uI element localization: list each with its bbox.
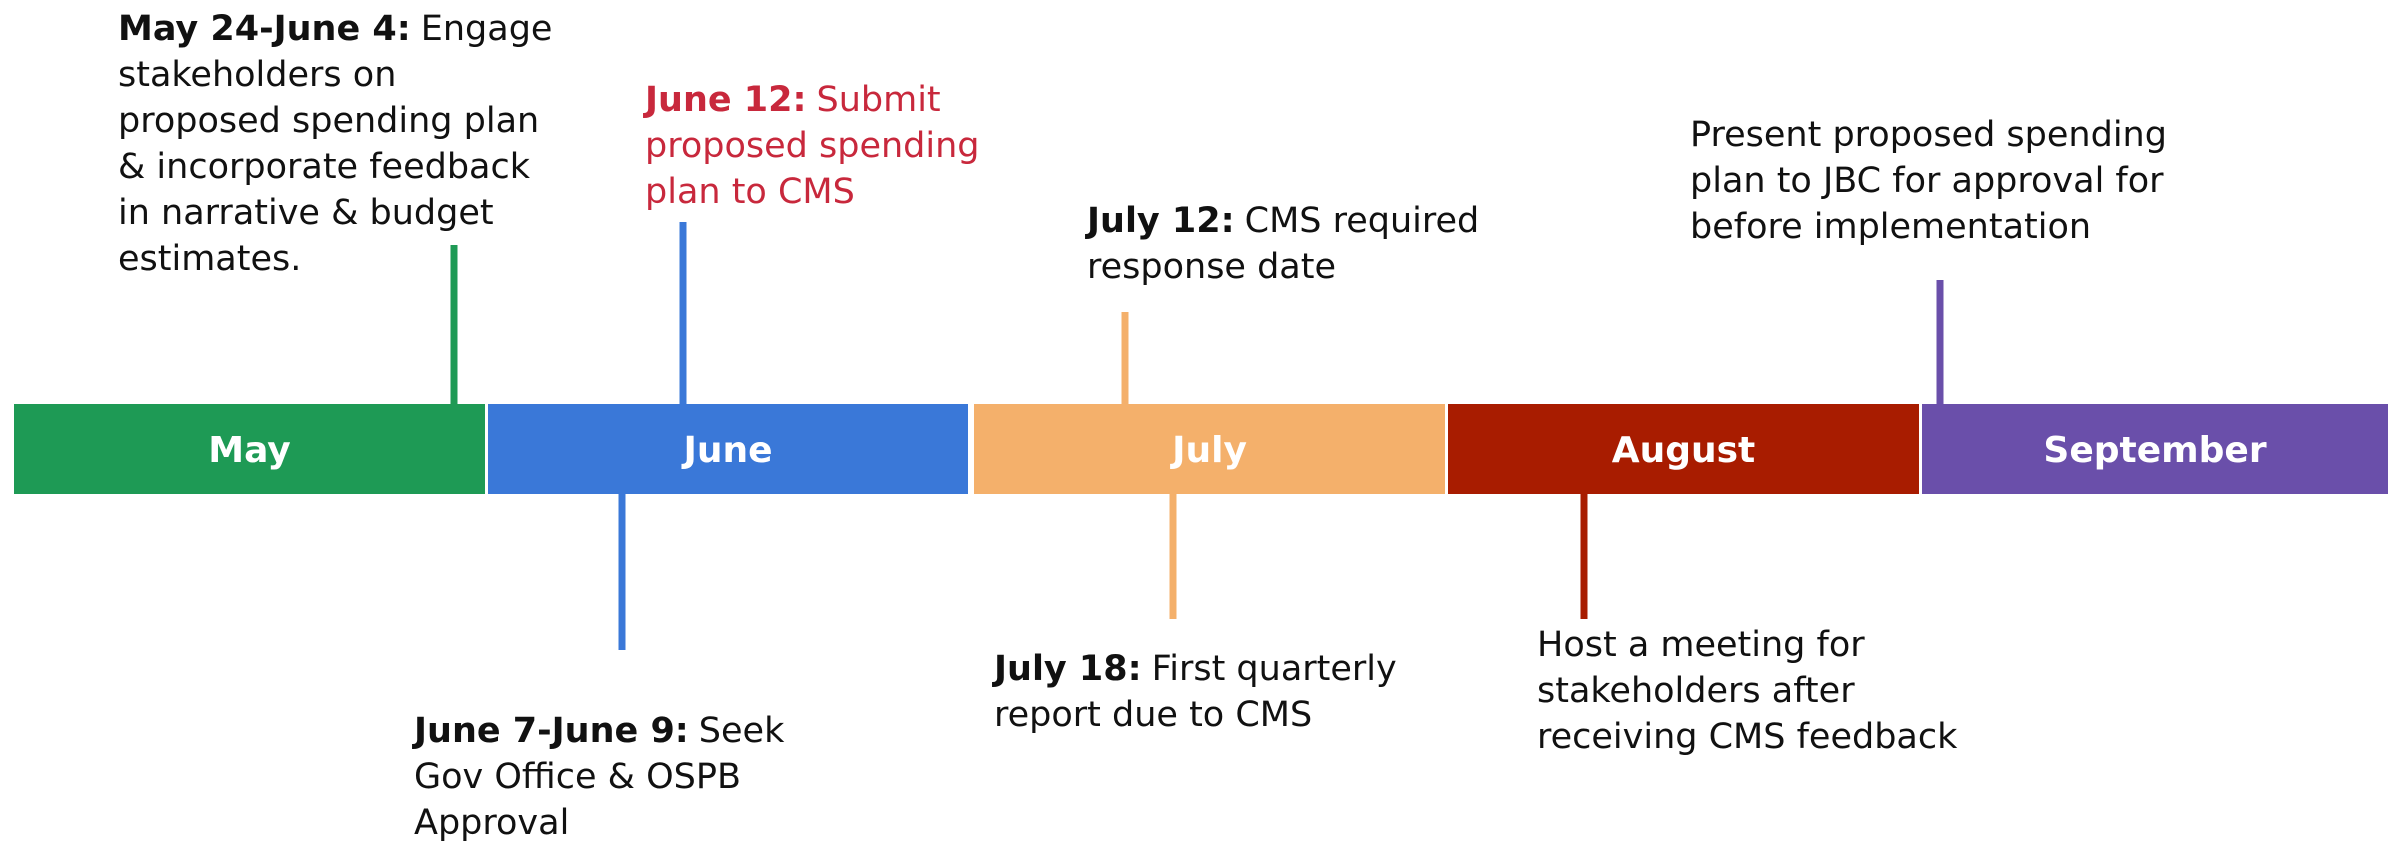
month-label: May — [208, 430, 290, 471]
event-text: June 12: Submit proposed spending plan to C… — [643, 80, 980, 212]
event-date: June 12: — [643, 80, 806, 120]
event-text: July 12: CMS required response date — [1085, 201, 1479, 287]
event-line: before implementation — [1690, 207, 2091, 247]
month-label: August — [1612, 430, 1756, 471]
event-line: report due to CMS — [994, 695, 1312, 735]
event-line: proposed spending plan — [118, 101, 539, 141]
event-line: in narrative & budget — [118, 193, 494, 233]
month-label: June — [680, 430, 772, 471]
month-bar — [488, 404, 968, 494]
month-label: July — [1169, 430, 1247, 471]
event-date: July 12: — [1085, 201, 1235, 241]
event-text: May 24-June 4: Engage stakeholders on propo… — [118, 9, 552, 279]
event-line: receiving CMS feedback — [1537, 717, 1958, 757]
event-line: Host a meeting for — [1537, 625, 1865, 665]
month-bar — [1448, 404, 1919, 494]
event-date: June 7-June 9: — [412, 711, 689, 751]
event-line: estimates. — [118, 239, 301, 279]
event-line: Seek — [699, 711, 785, 751]
month-bar — [1922, 404, 2388, 494]
event-text: Host a meeting for stakeholders after rece… — [1537, 625, 1958, 757]
event-date: July 18: — [992, 649, 1142, 689]
event-line: stakeholders on — [118, 55, 396, 95]
event-line: Present proposed spending — [1690, 115, 2167, 155]
event-line: Engage — [421, 9, 553, 49]
month-bar — [974, 404, 1445, 494]
event-line: plan to CMS — [645, 172, 855, 212]
event-line: plan to JBC for approval for — [1690, 161, 2164, 201]
event-line: First quarterly — [1152, 649, 1397, 689]
month-label: September — [2043, 430, 2266, 471]
event-text: June 7-June 9: Seek Gov Office & OSPB Appro… — [412, 711, 785, 843]
event-line: response date — [1087, 247, 1336, 287]
event-text: July 18: First quarterly report due to CMS — [992, 649, 1397, 735]
event-line: Gov Office & OSPB — [414, 757, 741, 797]
month-bar — [14, 404, 485, 494]
event-text: Present proposed spending plan to JBC for… — [1690, 115, 2167, 247]
event-line: stakeholders after — [1537, 671, 1855, 711]
event-line: Approval — [414, 803, 569, 843]
event-line: proposed spending — [645, 126, 980, 166]
event-line: & incorporate feedback — [118, 147, 531, 187]
event-line: Submit — [816, 80, 940, 120]
event-date: May 24-June 4: — [118, 9, 411, 49]
event-line: CMS required — [1245, 201, 1480, 241]
